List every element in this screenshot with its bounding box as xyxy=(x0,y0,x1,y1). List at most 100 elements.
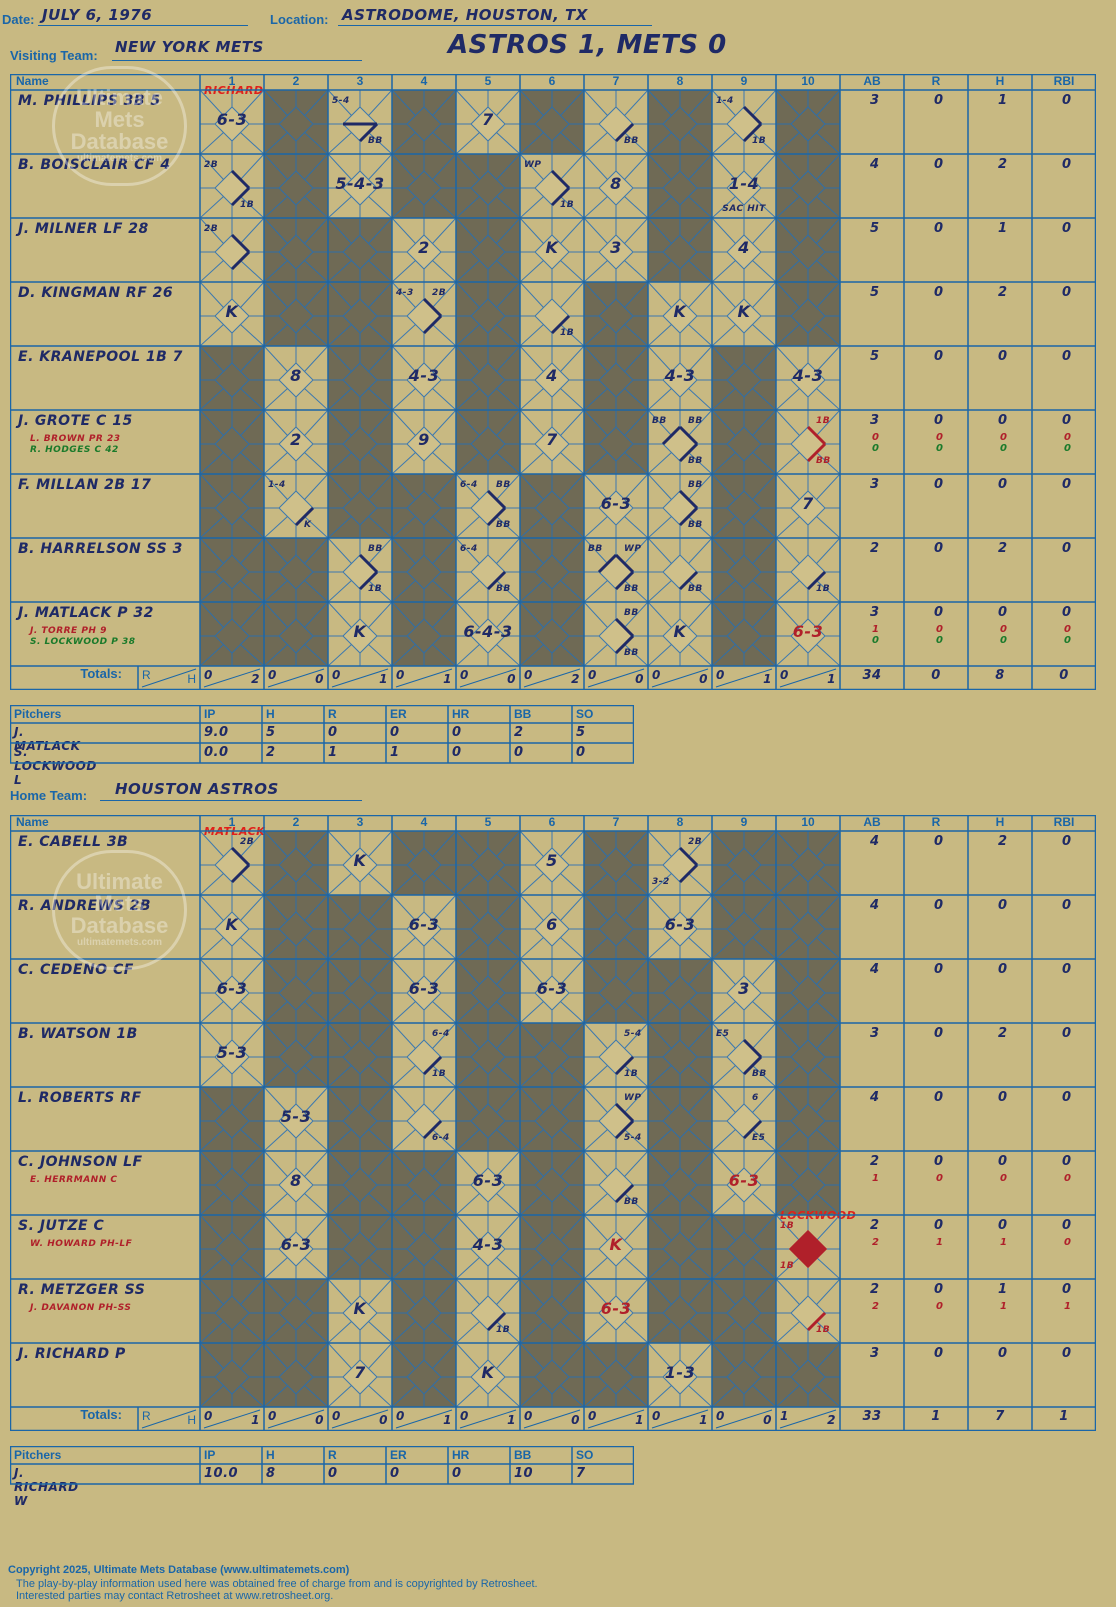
diamond-icon xyxy=(328,474,392,538)
diamond-guide-line xyxy=(240,831,264,857)
stat-value: 2 xyxy=(870,1282,880,1297)
play-annotation: 1B xyxy=(560,200,575,210)
diamond-guide-line xyxy=(240,324,264,346)
inning-runs: 0 xyxy=(652,668,661,682)
diamond-base-path xyxy=(534,106,570,142)
diamond-guide-line xyxy=(776,538,800,564)
stat-value: 2 xyxy=(998,285,1008,300)
diamond-guide-line xyxy=(456,538,480,564)
diamond-guide-line xyxy=(712,644,736,666)
diamond-guide-line xyxy=(304,1279,328,1305)
diamond-guide-line xyxy=(712,1065,736,1087)
inning-cell xyxy=(264,1343,328,1407)
diamond-base-path xyxy=(470,170,506,206)
totals-h-key: H xyxy=(187,1413,196,1427)
diamond-guide-line xyxy=(816,1023,840,1049)
diamond-guide-line xyxy=(456,1279,480,1305)
diamond-guide-line xyxy=(688,1343,712,1369)
diamond-guide-line xyxy=(240,90,264,116)
totals-row: Totals: R H 0 2 0 0 0 1 0 1 0 0 0 2 0 0 0 0 0 1 0 1 34 0 8 0 xyxy=(10,666,1096,690)
diamond-icon xyxy=(776,90,840,154)
batter-name-cell: J. RICHARD P xyxy=(10,1343,200,1407)
stat-value: 0 xyxy=(1062,541,1072,556)
inning-cell: 6-3 xyxy=(584,1279,648,1343)
diamond-icon xyxy=(776,218,840,282)
pitchers-header-cell: IP xyxy=(204,1448,216,1462)
inning-cell xyxy=(200,538,264,602)
diamond-guide-line xyxy=(496,1385,520,1407)
diamond-guide-line xyxy=(560,895,584,921)
play-result: K xyxy=(481,1363,495,1382)
diamond-base-path xyxy=(406,234,442,270)
diamond-base-path xyxy=(726,1359,762,1395)
pitcher-stat: 10.0 xyxy=(204,1466,239,1481)
diamond-guide-line xyxy=(584,959,608,985)
play-annotation: 1B xyxy=(432,1069,447,1079)
play-result: 5-3 xyxy=(216,1043,248,1062)
diamond-guide-line xyxy=(648,1257,672,1279)
diamond-guide-line xyxy=(712,282,736,308)
inning-cell xyxy=(392,1151,456,1215)
inning-cell xyxy=(456,831,520,895)
pitchers-header-cell: BB xyxy=(514,1448,532,1462)
play-result: K xyxy=(353,851,367,870)
totals-row: Totals: R H 0 1 0 0 0 0 0 1 0 1 0 0 0 1 0 1 0 0 1 2 33 1 7 1 xyxy=(10,1407,1096,1431)
diamond-base-path xyxy=(726,975,762,1011)
visiting-scoresheet: Name 1 2 3 4 5 6 7 8 9 10 AB R H RBI M. PHILLIPS 3B 5 6-… xyxy=(10,74,1096,692)
diamond-guide-line xyxy=(456,1385,480,1407)
diamond-icon xyxy=(712,218,776,282)
diamond-guide-line xyxy=(264,132,288,154)
inning-cell xyxy=(392,538,456,602)
inning-hits: 1 xyxy=(763,672,772,686)
diamond-guide-line xyxy=(520,1065,544,1087)
diamond-base-path xyxy=(598,490,634,526)
column-header-inning: 10 xyxy=(801,74,815,88)
diamond-guide-line xyxy=(496,538,520,564)
inning-runs: 0 xyxy=(396,668,405,682)
diamond-base-path xyxy=(214,1231,250,1267)
diamond-guide-line xyxy=(304,218,328,244)
stat-cell: 3 xyxy=(840,1343,904,1407)
diamond-guide-line xyxy=(776,937,800,959)
play-result: 6-3 xyxy=(536,979,568,998)
inning-cell xyxy=(776,218,840,282)
diamond-guide-line xyxy=(624,388,648,410)
diamond-icon xyxy=(584,346,648,410)
play-annotation: 5-4 xyxy=(624,1029,642,1039)
diamond-base-path xyxy=(726,298,762,334)
inning-runs: 0 xyxy=(268,1409,277,1423)
diamond-guide-line xyxy=(712,1129,736,1151)
stat-cell: 5 xyxy=(840,218,904,282)
play-result: 9 xyxy=(418,430,430,449)
stat-value: 0 xyxy=(934,1090,944,1105)
diamond-guide-line xyxy=(712,580,736,602)
basepath-mark xyxy=(294,506,315,527)
diamond-guide-line xyxy=(368,580,392,602)
diamond-guide-line xyxy=(200,937,224,959)
diamond-base-path xyxy=(534,490,570,526)
diamond-guide-line xyxy=(624,1385,648,1407)
diamond-guide-line xyxy=(264,1129,288,1151)
inning-cell xyxy=(456,282,520,346)
play-result: K xyxy=(673,302,687,321)
diamond-guide-line xyxy=(368,346,392,372)
diamond-guide-line xyxy=(520,1001,544,1023)
diamond-guide-line xyxy=(240,282,264,308)
pitchers-header-cell: HR xyxy=(452,1448,470,1462)
diamond-guide-line xyxy=(200,346,224,372)
diamond-icon xyxy=(456,282,520,346)
diamond-guide-line xyxy=(368,196,392,218)
diamond-guide-line xyxy=(624,1279,648,1305)
diamond-guide-line xyxy=(712,1151,736,1177)
diamond-icon xyxy=(328,282,392,346)
inning-cell xyxy=(584,895,648,959)
diamond-guide-line xyxy=(496,282,520,308)
inning-cell xyxy=(456,346,520,410)
diamond-guide-line xyxy=(712,1321,736,1343)
play-annotation: 1B xyxy=(816,584,831,594)
diamond-guide-line xyxy=(560,602,584,628)
inning-cell xyxy=(648,90,712,154)
